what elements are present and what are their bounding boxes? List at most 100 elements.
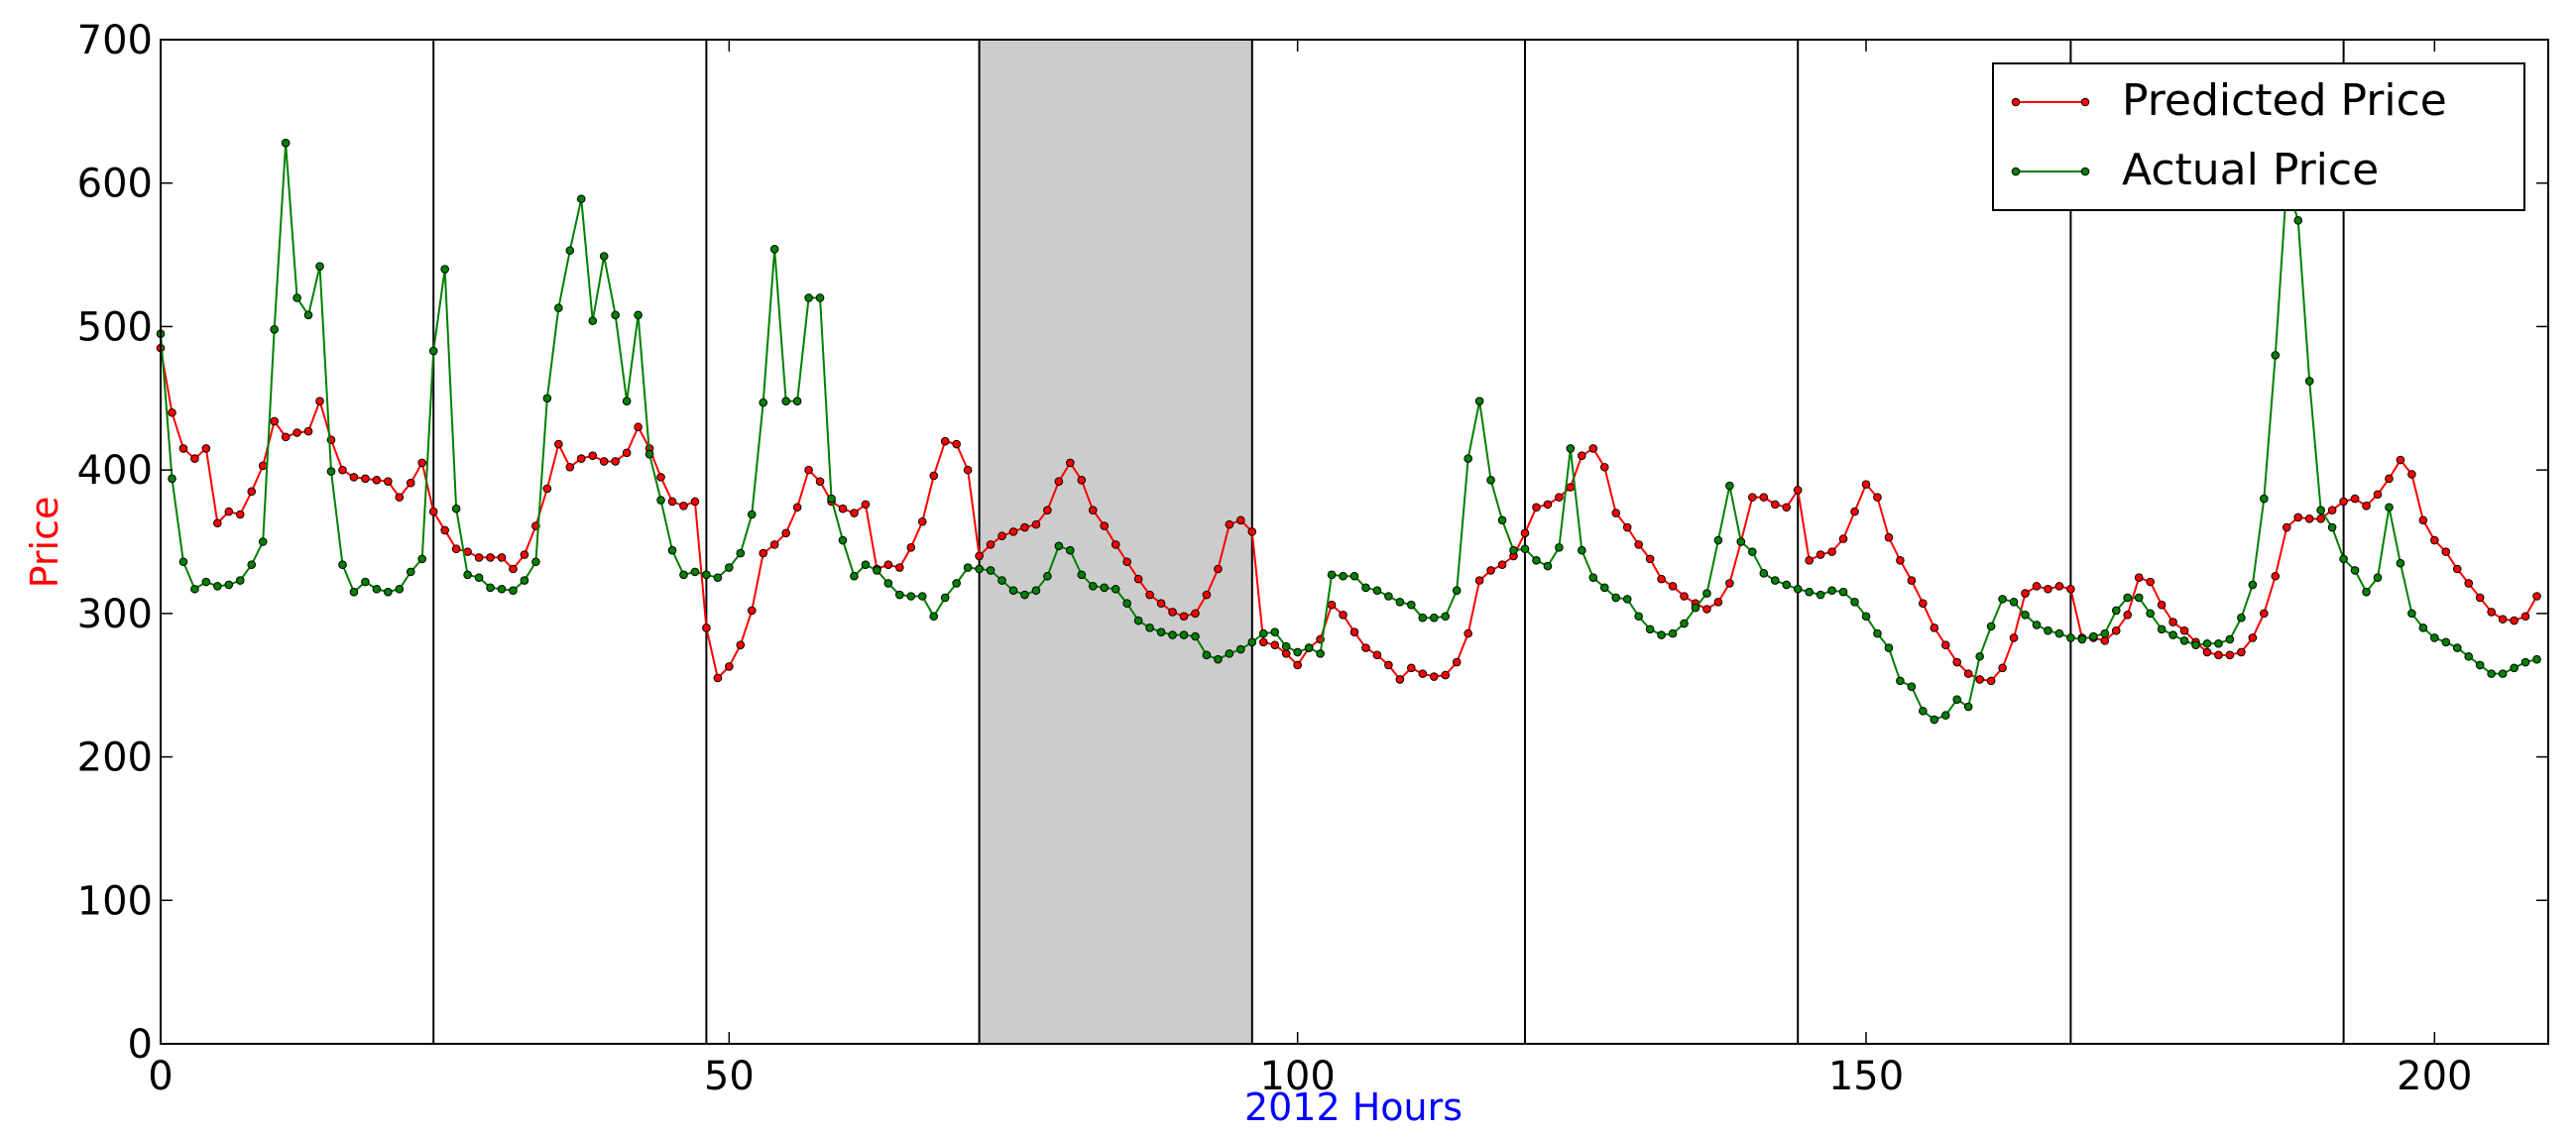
data-point-actual: [474, 573, 484, 582]
data-point-actual: [258, 537, 268, 546]
data-point-actual: [769, 244, 779, 254]
data-point-predicted: [2021, 589, 2030, 598]
data-point-actual: [349, 587, 359, 597]
data-point-predicted: [1611, 509, 1621, 517]
data-point-actual: [634, 310, 643, 320]
data-point-actual: [827, 494, 836, 504]
data-point-predicted: [1111, 540, 1120, 549]
data-point-actual: [235, 576, 245, 585]
data-point-predicted: [2498, 615, 2508, 624]
data-point-predicted: [1179, 612, 1189, 622]
data-point-predicted: [235, 510, 245, 519]
data-point-predicted: [1782, 503, 1792, 512]
data-point-predicted: [1122, 557, 1131, 567]
data-point-predicted: [2134, 573, 2144, 582]
data-point-actual: [1339, 571, 1347, 581]
data-point-predicted: [1339, 611, 1347, 620]
data-point-actual: [792, 397, 802, 405]
data-point-actual: [1940, 711, 1950, 720]
data-point-predicted: [1532, 503, 1541, 512]
data-point-predicted: [2418, 515, 2428, 525]
data-point-actual: [2179, 636, 2189, 645]
data-point-actual: [1179, 630, 1189, 639]
data-point-actual: [1077, 570, 1087, 580]
data-point-actual: [1327, 570, 1337, 580]
data-point-actual: [815, 293, 825, 302]
data-point-predicted: [2111, 625, 2121, 635]
data-point-actual: [1464, 454, 1472, 463]
data-point-actual: [2441, 637, 2451, 647]
data-point-actual: [804, 293, 813, 302]
data-point-actual: [2385, 503, 2394, 512]
data-point-predicted: [1031, 519, 1041, 529]
data-point-actual: [2157, 625, 2166, 634]
ticks-layer: 0 50 100 150 200 0 100 200 300 400 500 600 700: [77, 18, 2548, 1099]
data-point-actual: [213, 582, 222, 591]
data-point-actual: [1634, 612, 1643, 622]
data-point-predicted: [2202, 647, 2212, 657]
data-point-actual: [611, 310, 620, 320]
data-point-predicted: [917, 516, 927, 526]
data-point-actual: [2396, 558, 2405, 568]
data-point-predicted: [1520, 528, 1530, 538]
data-point-actual: [1759, 569, 1769, 578]
data-point-predicted: [258, 461, 268, 471]
data-point-actual: [1782, 580, 1792, 590]
data-point-actual: [2248, 580, 2258, 590]
data-point-actual: [1043, 571, 1052, 581]
data-point-predicted: [1361, 643, 1370, 652]
data-point-predicted: [303, 426, 313, 436]
data-point-predicted: [224, 507, 234, 516]
data-point-actual: [1599, 583, 1609, 593]
legend-marker-predicted: [2011, 97, 2021, 107]
x-tick-label: 150: [1828, 1054, 1904, 1099]
data-point-predicted: [486, 553, 495, 562]
data-point-actual: [2510, 663, 2518, 673]
data-point-predicted: [565, 462, 575, 472]
data-point-actual: [315, 262, 324, 271]
data-point-actual: [1122, 599, 1131, 609]
data-point-predicted: [1225, 519, 1234, 529]
y-tick-label: 200: [77, 736, 153, 781]
data-point-actual: [963, 563, 973, 572]
y-tick-label: 500: [77, 304, 153, 350]
data-point-predicted: [2327, 506, 2337, 514]
data-point-actual: [2260, 494, 2269, 504]
data-point-predicted: [1975, 675, 1984, 684]
data-point-actual: [1952, 695, 1962, 704]
data-point-predicted: [895, 563, 904, 572]
data-point-predicted: [554, 439, 563, 449]
data-point-actual: [1805, 587, 1814, 597]
data-point-predicted: [1372, 650, 1382, 660]
data-point-actual: [1349, 571, 1359, 581]
data-point-predicted: [1884, 532, 1894, 542]
legend-box: [1992, 62, 2525, 211]
data-point-predicted: [850, 509, 859, 517]
data-point-predicted: [1622, 522, 1632, 532]
data-point-actual: [850, 571, 859, 581]
y-tick-label: 100: [77, 878, 153, 924]
data-point-actual: [1020, 590, 1029, 600]
data-point-predicted: [883, 560, 893, 569]
series-actual: [156, 138, 2541, 725]
data-point-predicted: [1896, 556, 1905, 565]
y-tick-label: 700: [77, 18, 153, 63]
data-point-actual: [1736, 537, 1746, 546]
x-tick-label: 100: [1259, 1054, 1335, 1099]
data-point-actual: [486, 583, 495, 593]
plot-frame: [160, 39, 2549, 1045]
data-point-actual: [2009, 597, 2019, 607]
data-point-predicted: [1588, 444, 1598, 453]
data-point-actual: [1100, 583, 1110, 593]
data-point-predicted: [1327, 600, 1337, 610]
data-point-actual: [702, 570, 711, 580]
data-point-actual: [1429, 613, 1439, 623]
data-point-predicted: [190, 454, 199, 463]
data-point-predicted: [769, 540, 779, 549]
data-point-actual: [440, 265, 449, 274]
data-point-actual: [747, 510, 757, 519]
data-point-actual: [1543, 561, 1553, 571]
data-point-predicted: [1133, 574, 1143, 584]
data-point-predicted: [1349, 627, 1359, 636]
data-point-actual: [1930, 715, 1939, 725]
